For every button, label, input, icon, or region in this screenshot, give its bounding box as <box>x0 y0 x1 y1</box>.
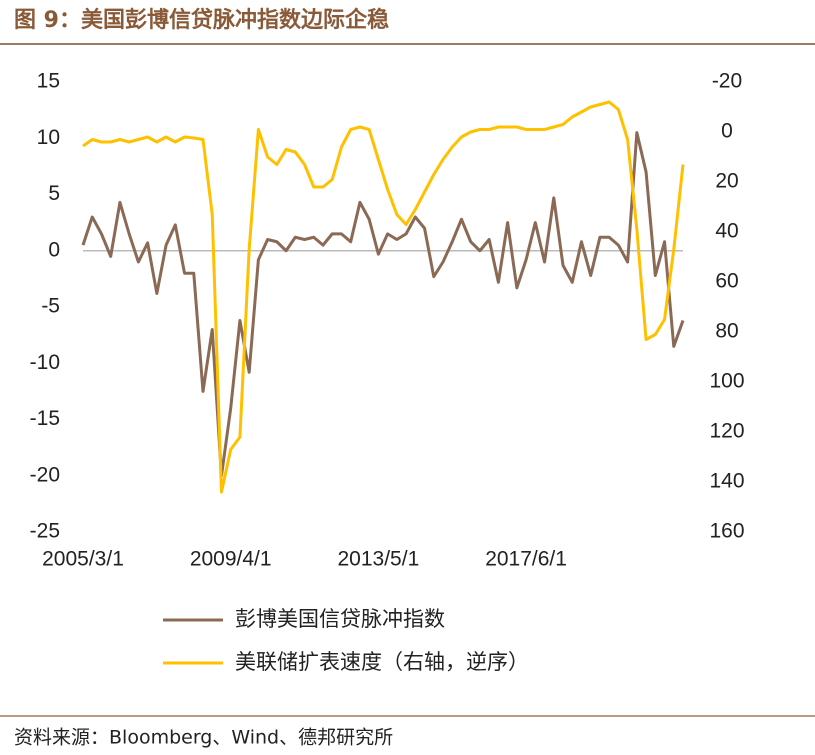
y2-tick-label: 60 <box>715 270 738 293</box>
x-tick-label: 2005/3/1 <box>42 548 124 571</box>
y-tick-label: -25 <box>30 520 60 543</box>
y-tick-label: -20 <box>30 463 60 486</box>
y2-tick-label: 120 <box>709 420 744 443</box>
y2-tick-label: 160 <box>709 520 744 543</box>
source: 资料来源：Bloomberg、Wind、德邦研究所 <box>14 727 393 749</box>
x-tick-label: 2013/5/1 <box>338 548 420 571</box>
series-line <box>82 100 685 494</box>
y2-tick-label: 20 <box>715 170 738 193</box>
y2-tick-label: 100 <box>709 370 744 393</box>
y-tick-label: -15 <box>30 407 60 430</box>
legend-label: 彭博美国信贷脉冲指数 <box>235 607 445 631</box>
y-tick-label: -10 <box>30 351 60 374</box>
y-tick-label: 10 <box>37 126 60 149</box>
y2-tick-label: 0 <box>721 120 733 143</box>
chart-title: 图 9：美国彭博信贷脉冲指数边际企稳 <box>14 7 389 33</box>
x-tick-label: 2017/6/1 <box>485 548 567 571</box>
x-tick-label: 2009/4/1 <box>190 548 272 571</box>
y2-tick-label: 80 <box>715 320 738 343</box>
y-tick-label: 15 <box>37 70 60 93</box>
y2-tick-label: -20 <box>712 70 742 93</box>
y-tick-label: -5 <box>41 295 60 318</box>
y2-tick-label: 40 <box>715 220 738 243</box>
legend-label: 美联储扩表速度（右轴，逆序） <box>235 650 529 674</box>
y-tick-label: 0 <box>48 238 60 261</box>
y2-tick-label: 140 <box>709 470 744 493</box>
y-tick-label: 5 <box>48 182 60 205</box>
series-line <box>81 131 685 478</box>
